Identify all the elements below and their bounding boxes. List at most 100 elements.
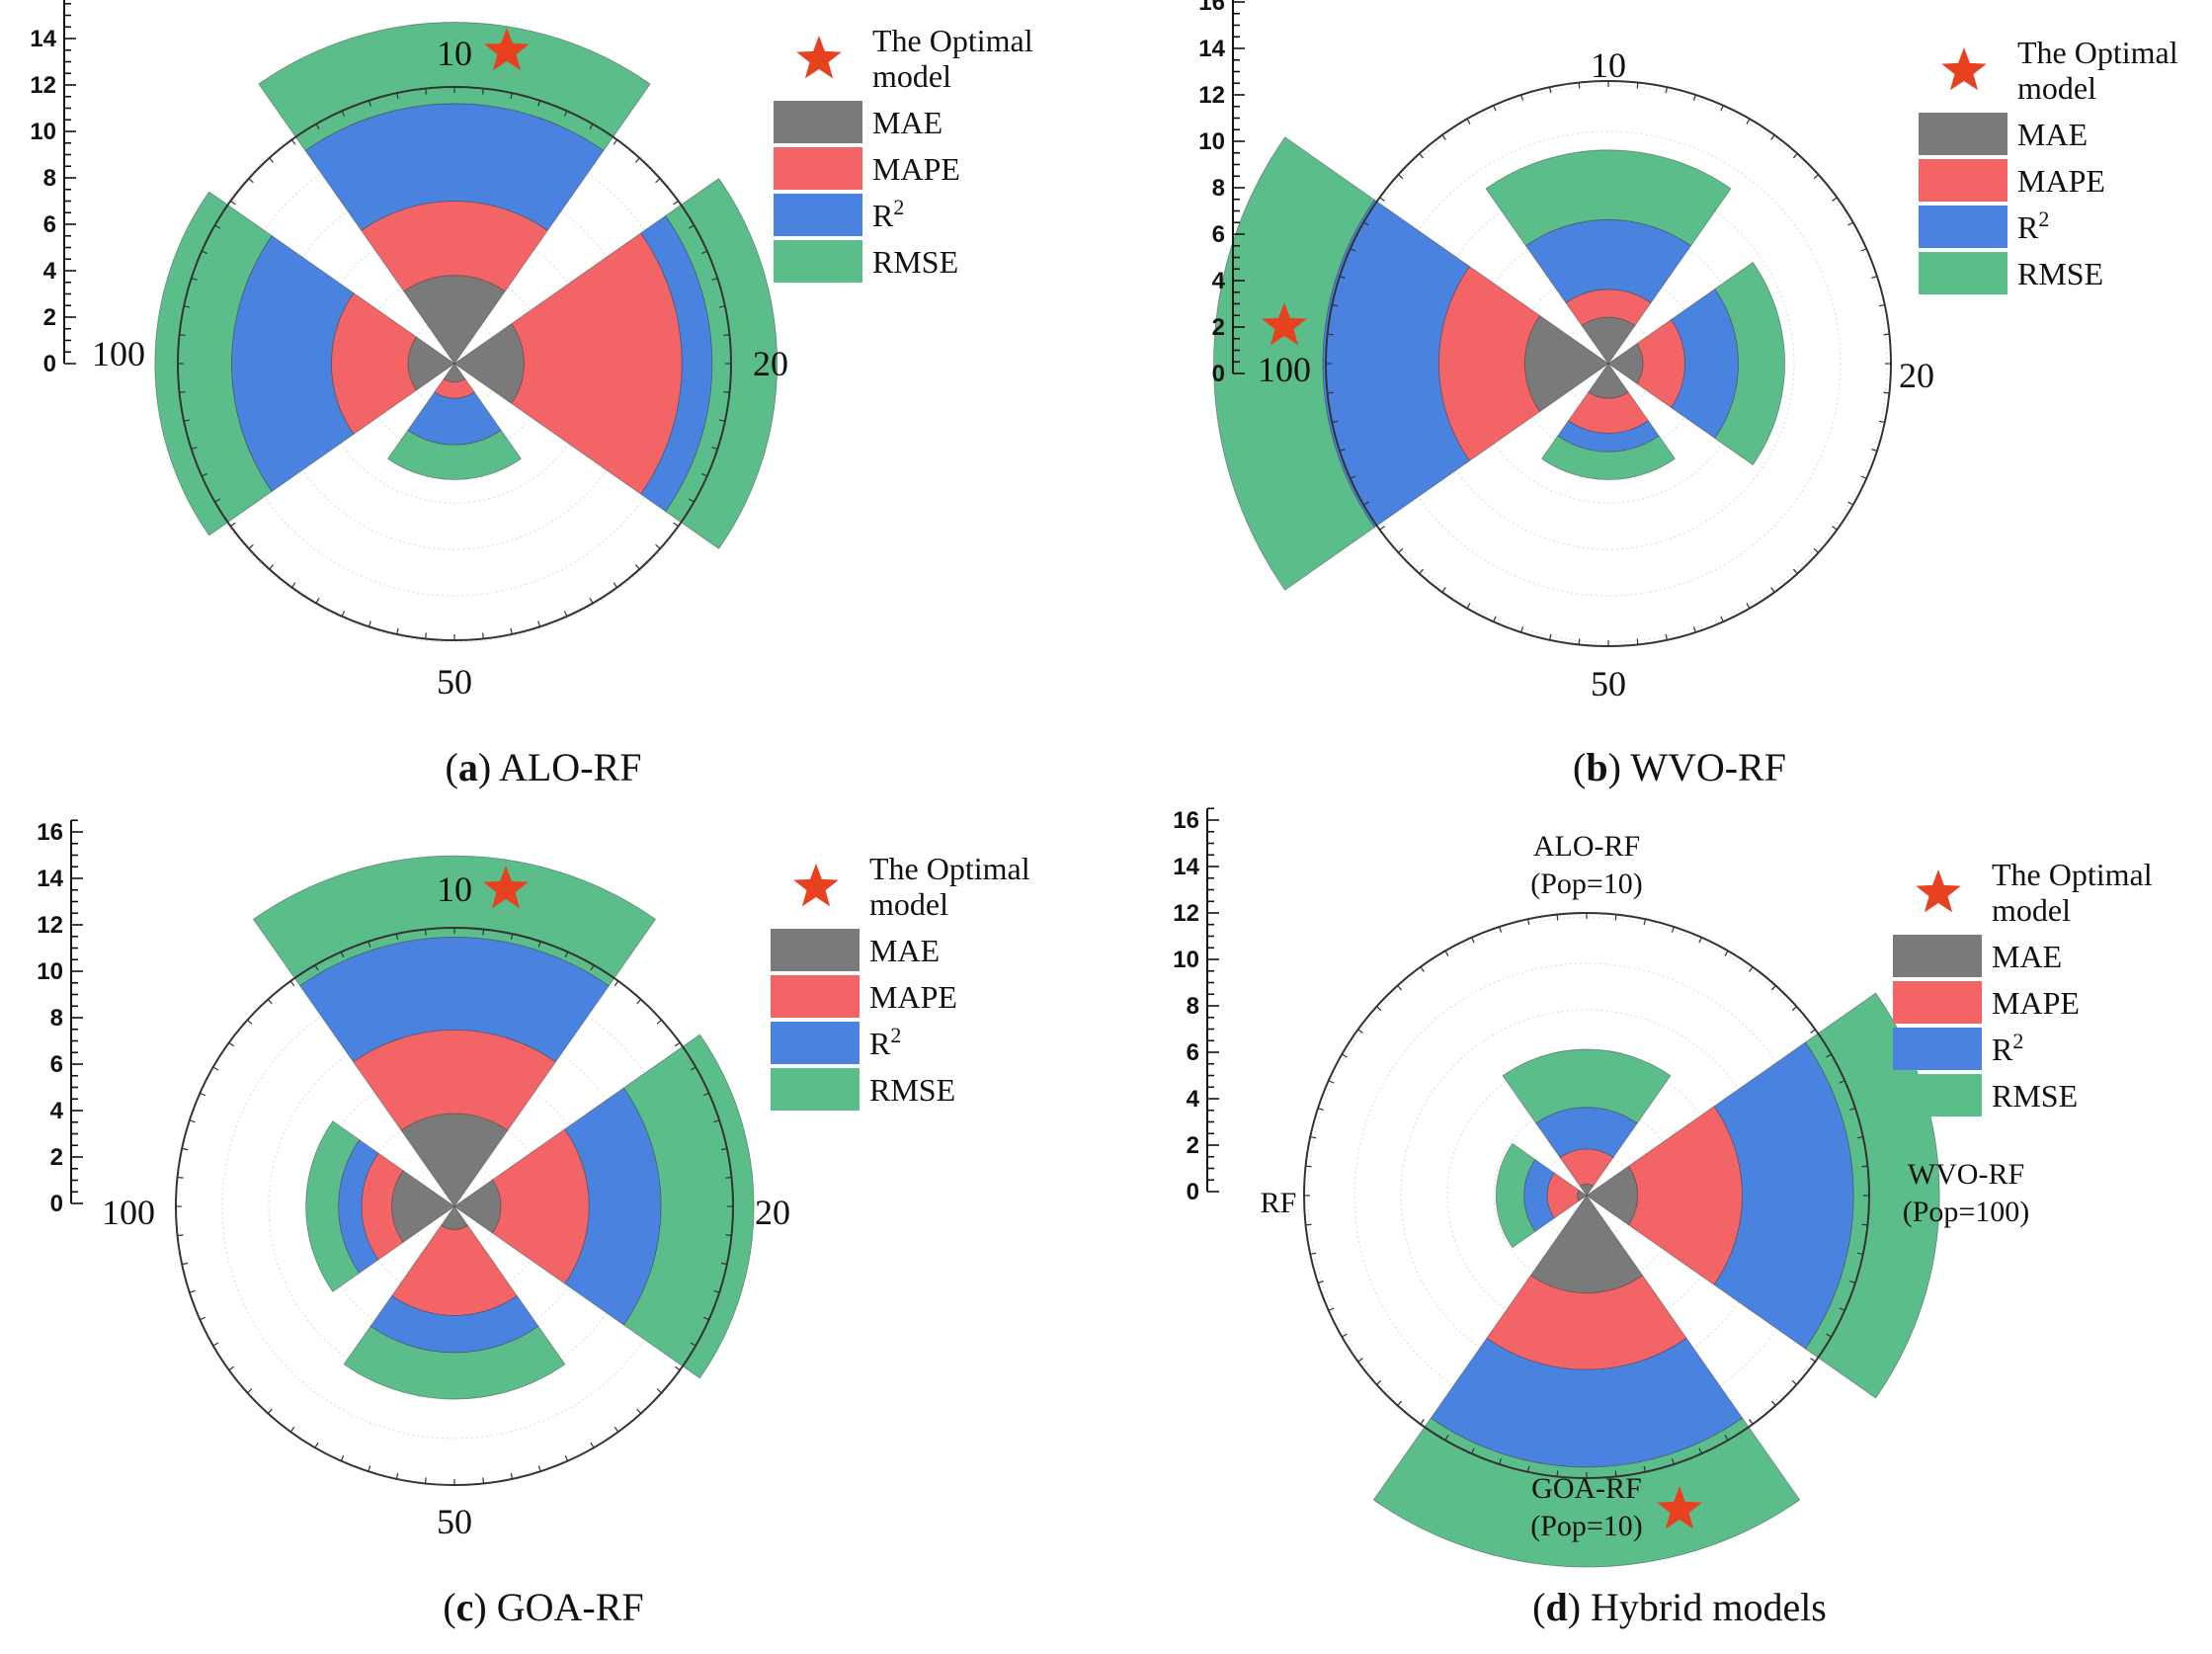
ring-tick xyxy=(589,597,594,604)
ring-tick xyxy=(537,620,541,627)
category-label: 10 xyxy=(437,869,472,909)
ring-tick xyxy=(182,1262,189,1266)
ring-tick xyxy=(1861,1165,1868,1168)
ring-tick xyxy=(1826,1053,1832,1058)
ring-tick xyxy=(1770,134,1775,140)
ring-tick xyxy=(613,582,618,588)
ring-tick xyxy=(688,498,695,503)
ring-tick xyxy=(1698,1447,1702,1454)
legend-optimal-label: The Optimal xyxy=(869,851,1030,886)
ring-tick xyxy=(340,951,345,958)
ring-tick xyxy=(1883,391,1890,394)
ring-tick xyxy=(1466,119,1471,124)
ring-tick xyxy=(1643,919,1647,926)
ring-tick xyxy=(1665,633,1669,640)
category-label: 50 xyxy=(437,662,472,702)
bar-segment-rmse-4 xyxy=(1496,1142,1536,1249)
radial-tick-label: 12 xyxy=(1198,82,1225,109)
ring-tick xyxy=(183,419,191,422)
panel-caption: (a) ALO-RF xyxy=(446,745,642,789)
ring-tick xyxy=(267,999,273,1005)
ring-tick xyxy=(1357,1029,1363,1034)
ring-tick xyxy=(723,334,730,336)
legend-swatch-mae xyxy=(771,929,860,971)
ring-tick xyxy=(200,1316,206,1321)
ring-tick xyxy=(1856,1135,1863,1139)
ring-tick xyxy=(395,1472,399,1479)
radial-tick-label: 16 xyxy=(37,819,63,846)
ring-tick xyxy=(1839,1307,1845,1311)
ring-tick xyxy=(1813,174,1819,180)
ring-tick xyxy=(563,611,568,618)
category-label: 100 xyxy=(92,334,145,373)
ring-tick xyxy=(1847,501,1853,506)
ring-tick xyxy=(189,1289,196,1293)
ring-tick xyxy=(212,1066,219,1071)
ring-tick xyxy=(200,1092,206,1097)
ring-tick xyxy=(1878,303,1885,307)
ring-tick xyxy=(510,934,514,941)
bar-segment-mape-1 xyxy=(1559,1148,1614,1187)
radial-tick-label: 6 xyxy=(1187,1039,1199,1066)
legend-label-mape: MAPE xyxy=(2017,163,2105,199)
ring-tick xyxy=(1499,926,1503,933)
ring-tick xyxy=(314,1442,319,1448)
ring-tick xyxy=(1419,568,1425,574)
ring-tick xyxy=(424,929,427,936)
ring-tick xyxy=(702,1092,709,1097)
ring-tick xyxy=(1813,547,1819,553)
ring-tick xyxy=(368,100,371,107)
ring-tick xyxy=(718,419,726,422)
ring-tick xyxy=(1376,1379,1382,1385)
ring-tick xyxy=(177,1176,184,1179)
legend-label-rmse: RMSE xyxy=(869,1072,955,1108)
legend-label-mape: MAPE xyxy=(1992,985,2080,1021)
ring-tick xyxy=(1792,568,1798,574)
ring-tick xyxy=(1791,1006,1797,1012)
legend-swatch-rmse xyxy=(1893,1074,1982,1116)
ring-tick xyxy=(1441,587,1446,593)
ring-tick xyxy=(482,929,485,936)
ring-tick xyxy=(713,1119,720,1123)
ring-tick xyxy=(1520,626,1524,633)
ring-tick xyxy=(368,620,371,627)
ring-tick xyxy=(1671,926,1675,933)
legend-swatch-mape xyxy=(1893,981,1982,1024)
optimal-star-icon xyxy=(484,28,530,71)
ring-tick xyxy=(674,1365,681,1371)
category-label: 20 xyxy=(1899,356,1934,395)
ring-tick xyxy=(636,1408,642,1414)
ring-tick xyxy=(212,1342,219,1347)
ring-tick xyxy=(702,1316,709,1321)
legend-swatch-mape xyxy=(1919,159,2007,202)
ring-tick xyxy=(1636,82,1639,89)
panel-hybrid-models: 0 2 4 6 8 10 12 14 16 ALO-RF (Pop=10) WVO-RF (Pop=10… xyxy=(1173,807,2152,1629)
category-label: 100 xyxy=(1258,350,1311,389)
ring-tick xyxy=(563,110,568,117)
ring-tick xyxy=(269,157,275,163)
radial-tick-label: 2 xyxy=(1187,1132,1199,1159)
ring-tick xyxy=(1526,1465,1530,1472)
ring-tick xyxy=(1883,333,1890,336)
ring-tick xyxy=(688,224,695,229)
bar-segment-rmse-1 xyxy=(1502,1048,1672,1124)
legend-label-mae: MAE xyxy=(869,933,940,968)
ring-tick xyxy=(269,564,275,570)
legend-superscript: 2 xyxy=(893,195,904,219)
category-sublabel: (Pop=100) xyxy=(1903,1196,2030,1228)
legend-optimal-label: The Optimal xyxy=(1992,857,2153,892)
bar-segment-rmse-3 xyxy=(1372,1417,1801,1568)
ring-tick xyxy=(1310,1252,1317,1256)
radial-tick-label: 16 xyxy=(30,0,56,6)
ring-tick xyxy=(1520,94,1524,101)
ring-tick xyxy=(1397,1400,1403,1406)
radial-tick-label: 14 xyxy=(1173,854,1199,880)
legend-optimal-label: model xyxy=(2017,70,2096,106)
legend-swatch-mape xyxy=(771,975,860,1018)
ring-tick xyxy=(1548,633,1552,640)
ring-tick xyxy=(1826,1333,1832,1338)
ring-tick xyxy=(1548,87,1552,94)
ring-tick xyxy=(1379,526,1385,531)
radial-tick-label: 2 xyxy=(43,304,56,331)
